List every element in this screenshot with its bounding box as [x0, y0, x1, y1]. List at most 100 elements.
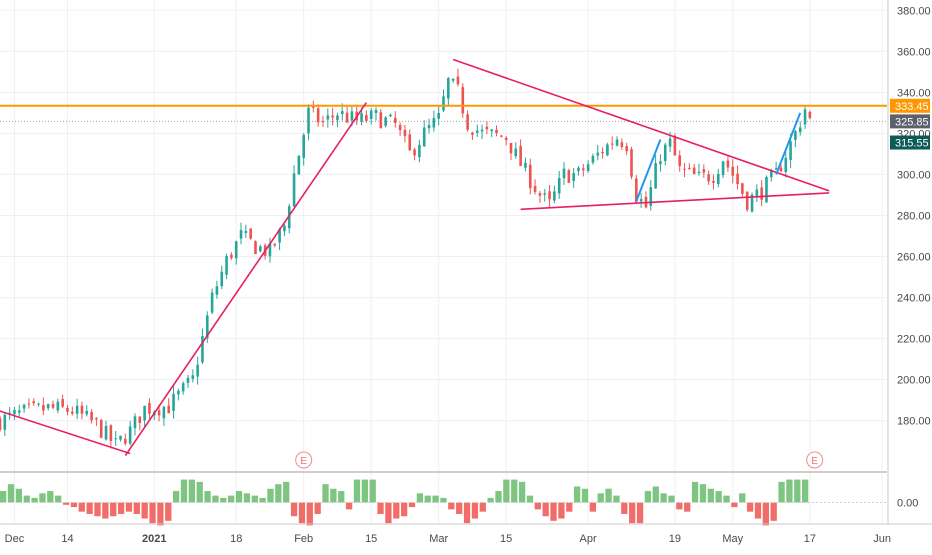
oscillator-bar — [691, 481, 699, 503]
price-tag — [890, 135, 930, 150]
date-tick-label: May — [722, 533, 743, 545]
candle-body — [0, 418, 2, 430]
price-tick-label: 200.00 — [897, 375, 931, 387]
oscillator-bar — [39, 493, 46, 503]
candle-body — [765, 176, 768, 203]
candle-body — [533, 185, 537, 192]
blue-leg-2-line — [775, 112, 802, 175]
candle-body — [249, 228, 252, 239]
candle-body — [528, 164, 532, 189]
candle-body — [99, 419, 103, 438]
candle-body — [196, 364, 199, 377]
price-tick-label: 300.00 — [897, 169, 931, 181]
candle-body — [562, 168, 566, 179]
price-tag-label: 333.45 — [895, 101, 929, 113]
candle-body — [191, 375, 195, 379]
price-tag-label: 315.55 — [895, 138, 929, 150]
candle-body — [707, 174, 710, 182]
candle-body — [731, 166, 735, 176]
oscillator-bar — [668, 495, 675, 503]
oscillator-bar — [345, 502, 353, 510]
oscillator-bar — [86, 502, 93, 514]
candle-body — [307, 107, 310, 134]
candle-body — [427, 125, 431, 129]
candle-body — [148, 402, 151, 414]
candle-body — [56, 401, 60, 411]
oscillator-bar — [408, 502, 416, 508]
candle-body — [524, 162, 527, 168]
candle-body — [259, 246, 262, 252]
oscillator-tick-label: 0.00 — [897, 498, 918, 510]
candle-body — [789, 141, 792, 160]
candle-body — [350, 111, 354, 121]
oscillator-bar — [31, 497, 38, 503]
candle-body — [606, 144, 609, 156]
candle-body — [538, 193, 542, 196]
candle-body — [663, 144, 667, 161]
candle-body — [177, 390, 180, 395]
oscillator-bar — [70, 502, 78, 508]
candle-body — [432, 118, 436, 128]
candle-body — [138, 416, 142, 423]
candle-body — [750, 194, 754, 212]
oscillator-bar — [456, 502, 463, 514]
oscillator-bar — [275, 484, 282, 503]
oscillator-bar — [802, 479, 809, 503]
candle-body — [345, 112, 349, 123]
oscillator-bar — [471, 502, 479, 519]
candle-body — [798, 127, 802, 133]
oscillator-bar — [786, 479, 793, 503]
candle-body — [27, 403, 31, 405]
oscillator-bar — [636, 502, 644, 524]
date-tick-label: Dec — [5, 533, 25, 545]
candle-body — [283, 225, 286, 232]
candle-body — [716, 173, 720, 184]
candle-body — [736, 173, 739, 185]
oscillator-bar — [739, 493, 746, 503]
date-tick-label: 14 — [61, 533, 73, 545]
candle-body — [109, 425, 113, 441]
candle-body — [369, 110, 373, 119]
candle-body — [186, 377, 190, 383]
oscillator-bar — [723, 495, 730, 503]
candle-body — [794, 131, 797, 140]
candle-body — [268, 243, 272, 257]
candle-body — [688, 167, 691, 169]
oscillator-bar — [794, 479, 801, 503]
candle-body — [784, 157, 788, 172]
candle-body — [437, 113, 440, 119]
event-marker-label: E — [300, 456, 307, 467]
oscillator-bar — [228, 495, 235, 503]
candle-body — [393, 117, 397, 123]
candle-body — [456, 76, 460, 85]
candle-body — [37, 403, 40, 405]
oscillator-bar — [503, 479, 510, 503]
oscillator-bar — [495, 491, 502, 503]
candle-body — [389, 114, 392, 117]
oscillator-bar — [377, 502, 384, 514]
candle-body — [220, 271, 224, 287]
oscillator-bar — [518, 481, 526, 503]
oscillator-bar — [778, 481, 785, 503]
oscillator-bar — [448, 502, 455, 510]
candle-body — [80, 405, 84, 414]
candle-body — [466, 114, 469, 130]
oscillator-bar — [267, 488, 274, 503]
candle-body — [331, 115, 334, 118]
oscillator-bar — [125, 502, 133, 512]
candle-body — [13, 409, 16, 415]
date-tick-label: Apr — [580, 533, 597, 545]
candle-body — [340, 111, 344, 115]
event-marker — [806, 451, 824, 469]
candle-body — [143, 405, 146, 421]
oscillator-bar — [259, 497, 266, 503]
candle-body — [745, 191, 749, 210]
oscillator-bar — [676, 502, 683, 510]
event-marker-label: E — [811, 456, 818, 467]
oscillator-bar — [699, 484, 707, 503]
candle-body — [162, 406, 166, 419]
oscillator-bar — [165, 502, 172, 521]
oscillator-bar — [558, 502, 565, 519]
